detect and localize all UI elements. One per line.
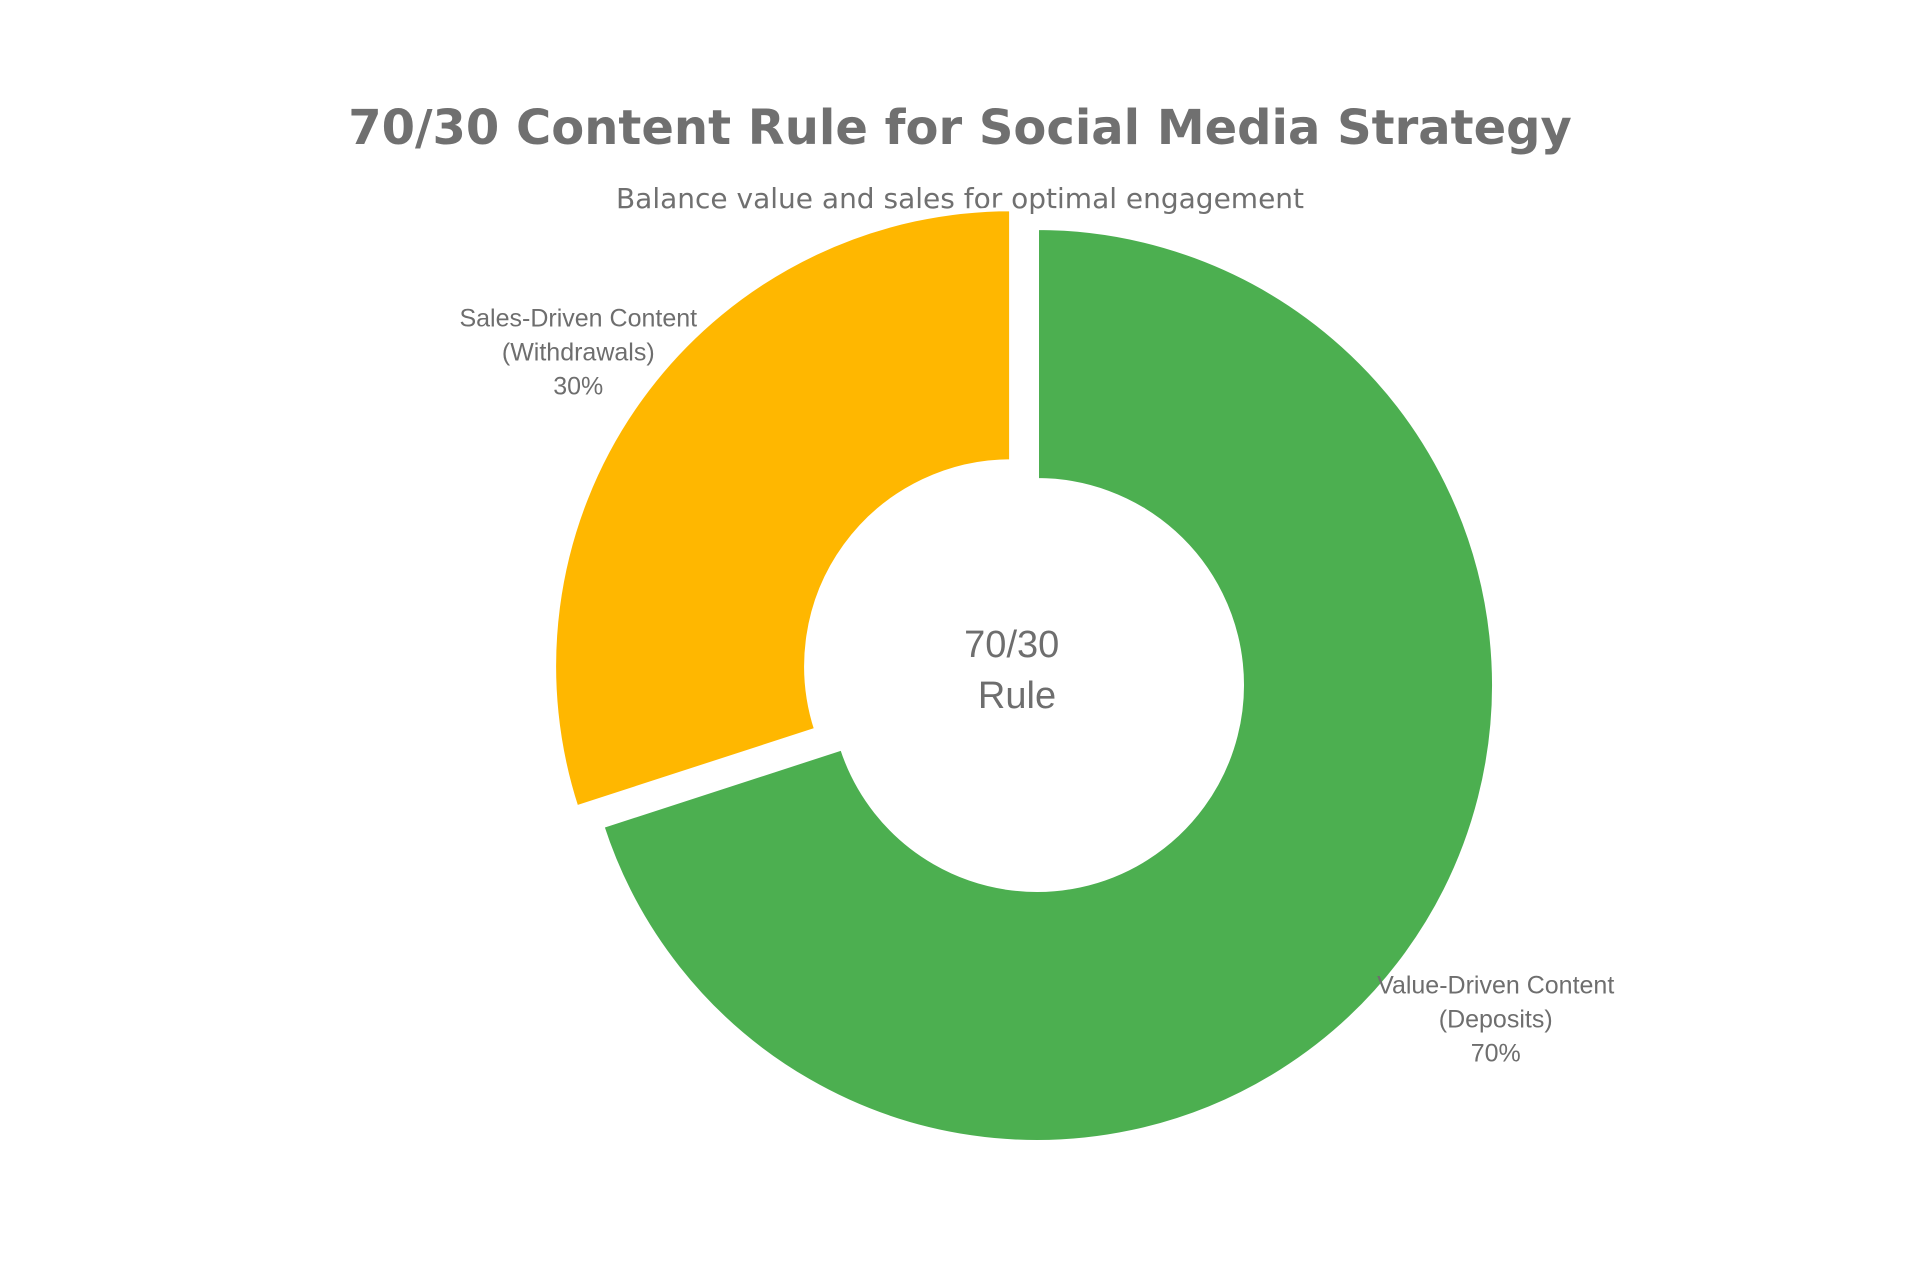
slice-label-line: Sales-Driven Content xyxy=(459,305,697,333)
center-label-line-1: 70/30 xyxy=(964,624,1059,666)
slice-percent-label: 30% xyxy=(553,373,603,401)
labels-layer: Value-Driven Content (Deposits) 70% Sales-D… xyxy=(459,305,1614,1068)
slice-label-line: (Deposits) xyxy=(1439,1005,1553,1033)
slice-label-line: Value-Driven Content xyxy=(1377,971,1614,999)
slice-percent-label: 70% xyxy=(1471,1039,1521,1067)
chart-subtitle: Balance value and sales for optimal enga… xyxy=(615,182,1305,215)
slice-label-line: (Withdrawals) xyxy=(502,339,655,367)
slice-label-1: Value-Driven Content (Deposits) 70% xyxy=(1377,971,1614,1067)
center-label: 70/30 Rule xyxy=(964,624,1070,717)
center-label-line-2: Rule xyxy=(978,675,1056,717)
donut-slice-2[interactable] xyxy=(552,207,1014,810)
donut-slice-1[interactable] xyxy=(599,225,1496,1144)
chart-title: 70/30 Content Rule for Social Media Stra… xyxy=(348,100,1572,156)
slices-layer xyxy=(552,207,1496,1144)
slice-label-2: Sales-Driven Content (Withdrawals) 30% xyxy=(459,305,697,401)
